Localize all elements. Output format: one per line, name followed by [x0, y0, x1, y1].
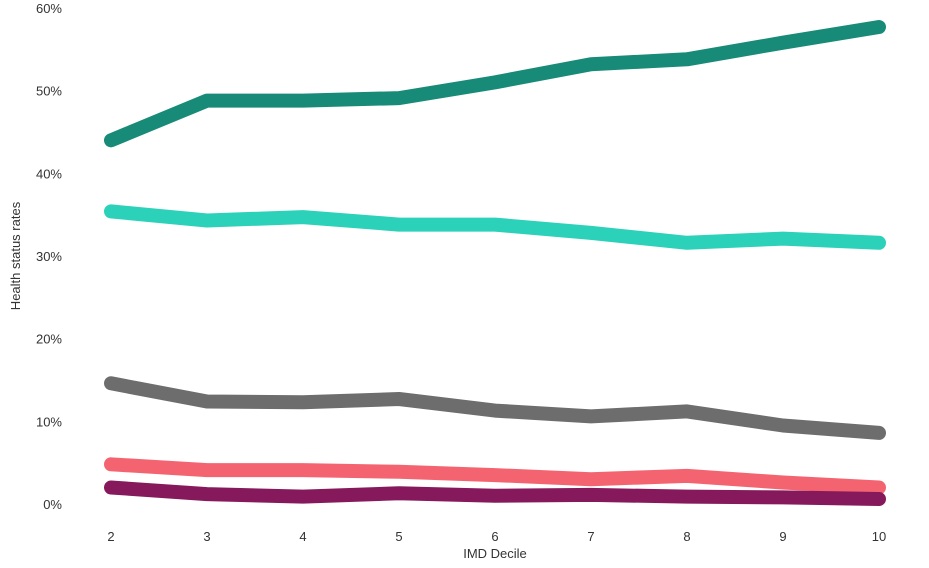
y-tick-label: 10% — [36, 414, 62, 429]
y-axis: 0% 10% 20% 30% 40% 50% 60% — [36, 1, 62, 512]
series-line-3 — [104, 376, 886, 440]
x-tick-label: 8 — [683, 529, 690, 544]
series-line-2 — [104, 204, 886, 250]
y-axis-title: Health status rates — [8, 201, 23, 310]
x-tick-label: 4 — [299, 529, 306, 544]
y-tick-label: 40% — [36, 166, 62, 181]
y-tick-label: 20% — [36, 332, 62, 347]
y-tick-label: 30% — [36, 249, 62, 264]
x-tick-label: 9 — [779, 529, 786, 544]
y-tick-label: 50% — [36, 84, 62, 99]
x-tick-label: 5 — [395, 529, 402, 544]
series-line-5 — [104, 480, 886, 506]
x-tick-label: 6 — [491, 529, 498, 544]
y-tick-label: 60% — [36, 1, 62, 16]
series-lines — [104, 20, 886, 506]
x-axis-title: IMD Decile — [463, 546, 527, 561]
series-line-1 — [104, 20, 886, 148]
x-tick-label: 7 — [587, 529, 594, 544]
series-line-4 — [104, 457, 886, 495]
x-tick-label: 10 — [872, 529, 886, 544]
x-tick-label: 2 — [107, 529, 114, 544]
x-axis: 2 3 4 5 6 7 8 9 10 — [107, 529, 886, 544]
x-tick-label: 3 — [203, 529, 210, 544]
y-tick-label: 0% — [43, 497, 62, 512]
